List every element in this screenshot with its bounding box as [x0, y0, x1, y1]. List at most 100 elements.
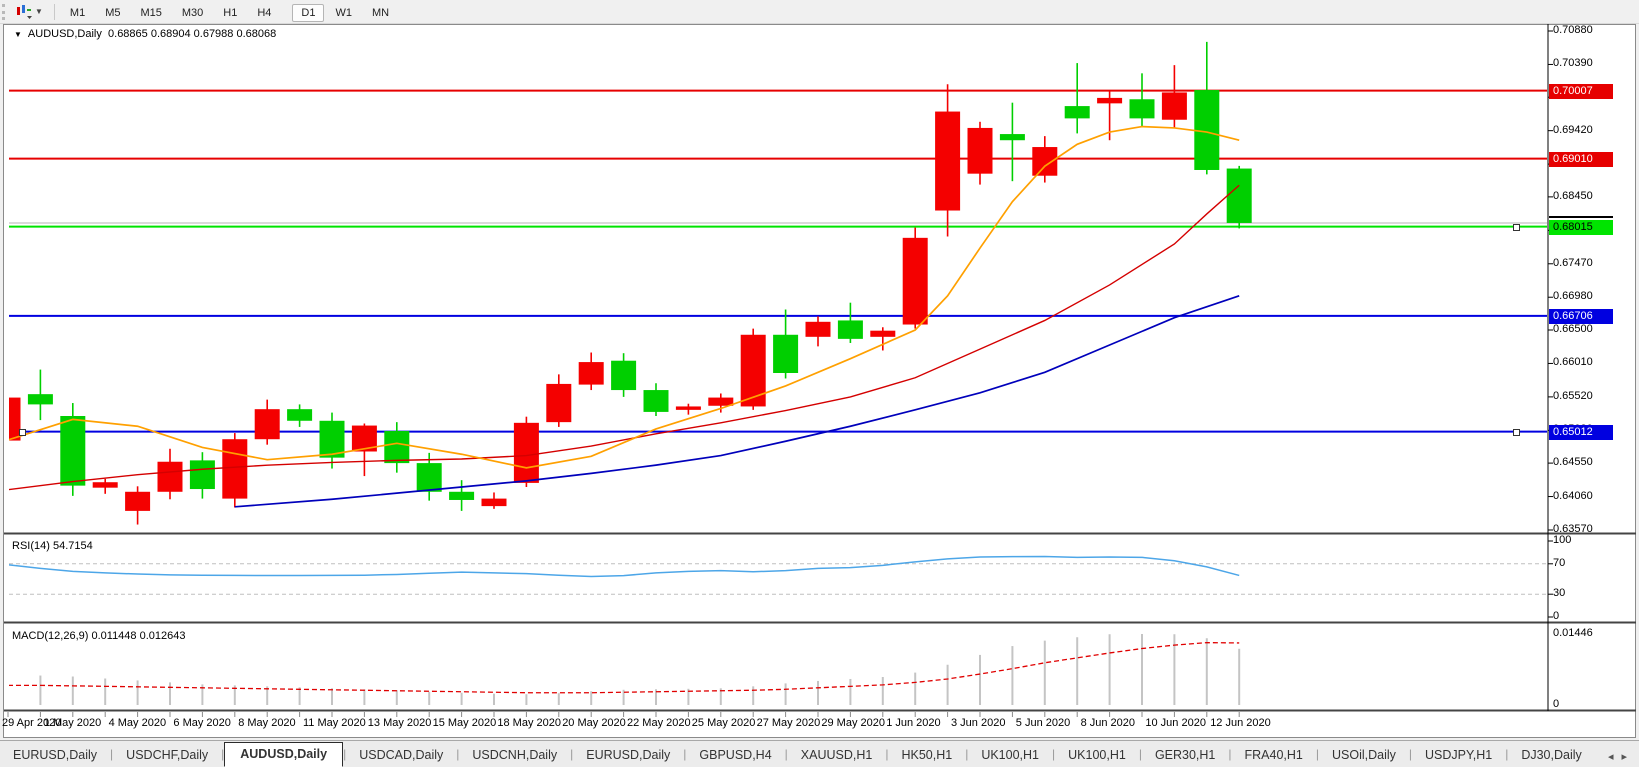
date-axis-label: 8 May 2020 [238, 717, 296, 729]
price-level-tag: 0.66706 [1549, 308, 1613, 324]
chart-dropdown-arrow-icon[interactable]: ▼ [35, 7, 43, 16]
candle-body [708, 397, 734, 406]
date-axis-label: 11 May 2020 [303, 717, 366, 729]
chart-tab-eurusd-daily[interactable]: EURUSD,Daily [586, 748, 671, 762]
candle-body [319, 420, 345, 458]
line-handle[interactable] [1513, 223, 1520, 231]
rsi-axis-label: 30 [1553, 587, 1566, 600]
date-axis-label: 6 May 2020 [173, 717, 231, 729]
chart-tab-usoil-daily[interactable]: USOil,Daily [1332, 748, 1396, 762]
price-axis-label: 0.63570 [1553, 523, 1593, 535]
timeframe-button-w1[interactable]: W1 [335, 6, 352, 19]
chart-tab-ger30-h1[interactable]: GER30,H1 [1154, 748, 1216, 762]
moving-average-line [234, 295, 1240, 508]
tab-divider: | [110, 747, 114, 761]
tab-divider: | [784, 747, 788, 761]
candle-body [611, 360, 637, 391]
tab-divider: | [570, 747, 574, 761]
chart-tab-usdcnh-daily[interactable]: USDCNH,Daily [472, 748, 558, 762]
candle-body [60, 416, 86, 486]
chart-tab-gbpusd-h4[interactable]: GBPUSD,H4 [699, 748, 772, 762]
price-axis-label: 0.67470 [1553, 256, 1593, 269]
tab-divider: | [1408, 747, 1413, 761]
chart-tab-usdjpy-h1[interactable]: USDJPY,H1 [1425, 748, 1493, 762]
toolbar-separator [53, 3, 55, 20]
candle-body [1097, 97, 1123, 104]
timeframe-button-m15[interactable]: M15 [140, 6, 162, 19]
candle-body [1064, 106, 1090, 119]
chart-tool-icon[interactable] [15, 4, 33, 20]
date-axis-label: 10 Jun 2020 [1145, 717, 1206, 729]
date-axis-label: 20 May 2020 [562, 717, 626, 729]
candle-body [643, 390, 669, 412]
date-axis-label: 4 May 2020 [108, 717, 167, 729]
chart-tab-uk100-h1[interactable]: UK100,H1 [1068, 748, 1126, 762]
candle-body [416, 463, 442, 492]
date-axis-label: 25 May 2020 [691, 717, 756, 729]
candle-body [902, 237, 928, 325]
candle-body [578, 362, 604, 385]
timeframe-button-h1[interactable]: H1 [223, 6, 238, 19]
chart-symbol-period: AUDUSD,Daily [27, 28, 102, 40]
timeframe-button-d1[interactable]: D1 [292, 3, 325, 22]
toolbar-grip[interactable] [2, 3, 9, 20]
rsi-axis-label: 70 [1553, 556, 1566, 569]
candle-body [837, 320, 863, 339]
chart-tab-xauusd-h1[interactable]: XAUUSD,H1 [800, 748, 873, 762]
candle-body [999, 134, 1025, 141]
date-axis-label: 22 May 2020 [627, 717, 691, 729]
price-axis-label: 0.70880 [1553, 24, 1593, 36]
candle-body [254, 409, 280, 440]
date-axis-label: 29 Apr 2020 [2, 717, 62, 729]
chart-tab-dj30-daily[interactable]: DJ30,Daily [1521, 748, 1582, 762]
date-axis-label: 29 May 2020 [821, 717, 885, 729]
tab-divider: | [1052, 747, 1056, 761]
price-axis-label: 0.68450 [1553, 189, 1593, 202]
candle-body [9, 397, 21, 441]
rsi-axis-label: 100 [1553, 534, 1572, 546]
candle-body [287, 409, 313, 421]
tab-divider: | [885, 747, 889, 761]
tab-divider: | [1315, 747, 1319, 761]
symbol-dropdown-icon[interactable]: ▼ [14, 30, 22, 39]
chart-tab-uk100-h1[interactable]: UK100,H1 [981, 748, 1039, 762]
timeframe-button-m30[interactable]: M30 [181, 6, 204, 19]
candle-body [125, 491, 151, 511]
chart-tab-audusd-daily[interactable]: AUDUSD,Daily [224, 742, 344, 767]
chart-tab-usdchf-daily[interactable]: USDCHF,Daily [126, 748, 209, 762]
chart-tab-fra40-h1[interactable]: FRA40,H1 [1244, 748, 1303, 762]
tab-divider: | [456, 747, 460, 761]
timeframe-button-h4[interactable]: H4 [257, 6, 272, 19]
price-axis-label: 0.64550 [1553, 456, 1593, 469]
candle-body [481, 498, 507, 507]
macd-indicator-label: MACD(12,26,9) 0.011448 0.012643 [12, 630, 186, 642]
price-level-tag: 0.68015 [1549, 219, 1613, 235]
top-toolbar: ▼ M1 M5 M15 M30 H1 H4 D1 W1 MN [0, 0, 1639, 24]
chart-tab-eurusd-daily[interactable]: EURUSD,Daily [13, 748, 98, 762]
date-axis-label: 27 May 2020 [756, 717, 821, 729]
tab-divider: | [1228, 747, 1232, 761]
macd-axis-label: 0 [1553, 698, 1560, 710]
chart-tab-usdcad-daily[interactable]: USDCAD,Daily [359, 748, 444, 762]
chart-window [3, 24, 1636, 738]
timeframe-button-mn[interactable]: MN [371, 6, 390, 19]
price-axis-label: 0.66980 [1553, 290, 1593, 303]
candle-body [189, 460, 215, 490]
candle-body [513, 422, 539, 483]
candle-body [1226, 168, 1252, 223]
tab-scroll-right-icon[interactable]: ▸ [1621, 751, 1627, 763]
timeframe-button-m1[interactable]: M1 [69, 6, 86, 19]
tab-divider: | [1138, 747, 1142, 761]
candle-body [384, 431, 410, 464]
rsi-axis-label: 0 [1553, 610, 1560, 622]
timeframe-button-m5[interactable]: M5 [105, 6, 121, 19]
date-axis-label: 15 May 2020 [432, 717, 497, 729]
date-axis-label: 3 Jun 2020 [951, 717, 1006, 729]
macd-axis-label: 0.01446 [1553, 627, 1593, 639]
tab-scroll-left-icon[interactable]: ◂ [1607, 751, 1614, 763]
chart-tab-hk50-h1[interactable]: HK50,H1 [901, 748, 953, 762]
line-handle[interactable] [1513, 428, 1520, 436]
candle-body [1194, 90, 1220, 170]
line-handle[interactable] [19, 428, 26, 436]
